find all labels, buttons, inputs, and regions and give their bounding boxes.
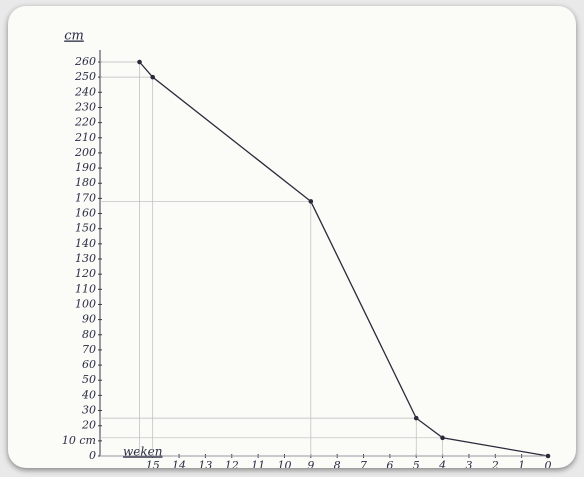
- x-tick-label: 13: [198, 459, 212, 468]
- y-tick-label: 100: [75, 297, 96, 310]
- x-tick-label: 5: [413, 459, 420, 468]
- y-tick-label: 260: [74, 55, 96, 68]
- chart: cm weken 010 cm2030405060708090100110120…: [62, 29, 552, 469]
- x-tick-label: 3: [465, 459, 472, 468]
- y-tick-label: 220: [74, 116, 96, 129]
- y-tick-label: 110: [75, 282, 96, 295]
- point: [413, 415, 419, 421]
- y-tick-label: 50: [82, 373, 96, 386]
- y-tick-label: 170: [75, 191, 96, 204]
- x-tick-label: 15: [146, 459, 160, 468]
- guide-line: [100, 61, 140, 456]
- photo-card: cm weken 0 10 cm 20 30 40 50 60 70 80 90 100 110 120…: [8, 6, 576, 468]
- y-tick-label: 120: [75, 267, 96, 280]
- point: [308, 199, 314, 204]
- y-tick-label: 210: [74, 131, 96, 144]
- x-tick-label: 2: [491, 459, 499, 468]
- guide-line: [100, 76, 154, 456]
- x-tick-label: 0: [545, 459, 552, 468]
- y-tick-label: 250: [74, 70, 96, 83]
- x-tick-label: 8: [334, 459, 341, 468]
- line: [139, 61, 549, 457]
- y-tick-label: 80: [82, 328, 96, 341]
- point: [150, 74, 156, 80]
- x-tick-label: 1: [518, 459, 525, 468]
- point: [137, 59, 142, 65]
- y-tick-label: 140: [75, 237, 96, 250]
- y-tick-label: 130: [75, 252, 96, 265]
- y-tick-label: 240: [74, 85, 96, 98]
- y-tick-label: 20: [81, 419, 96, 432]
- x-tick-label: 7: [360, 459, 367, 468]
- y-tick-label: 30: [82, 404, 96, 417]
- x-tick-label: 12: [225, 459, 239, 468]
- point: [440, 435, 445, 441]
- x-tick-label: 9: [307, 459, 314, 468]
- y-tick-label: 230: [74, 100, 96, 113]
- y-tick-label: 180: [75, 176, 96, 189]
- y-tick-label: 150: [75, 222, 96, 235]
- y-tick-label: 10 cm: [62, 434, 96, 447]
- x-tick-label: 11: [251, 459, 265, 468]
- x-tick-label: 6: [386, 459, 393, 468]
- x-tick-label: 14: [172, 459, 186, 468]
- y-tick-label: 0: [89, 449, 96, 462]
- point: [545, 453, 551, 459]
- y-axis-label: cm: [64, 29, 84, 44]
- y-tick-label: 200: [74, 146, 96, 159]
- y-tick-label: 190: [75, 161, 96, 174]
- y-tick-label: 90: [82, 313, 96, 326]
- x-tick-label: 4: [438, 459, 446, 468]
- x-tick-label: 10: [277, 459, 291, 468]
- y-tick-label: 70: [82, 343, 96, 356]
- y-tick-label: 60: [82, 358, 96, 371]
- y-tick-label: 40: [81, 388, 96, 401]
- y-tick-label: 160: [75, 207, 96, 220]
